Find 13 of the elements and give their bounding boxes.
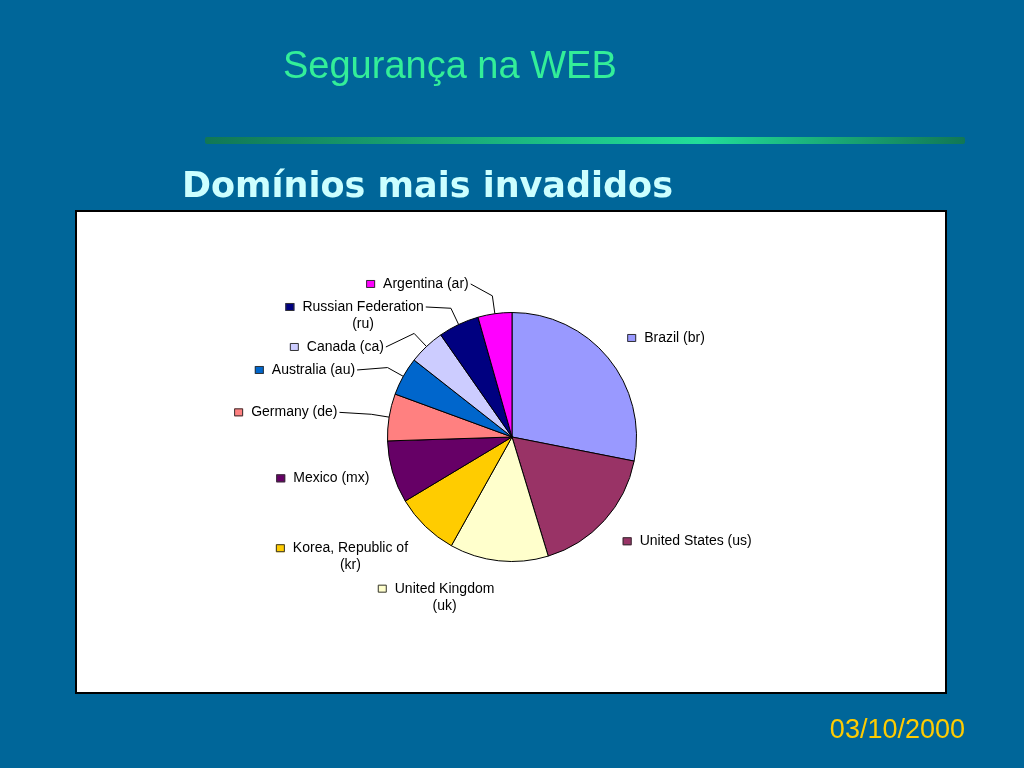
chart-subtitle: Domínios mais invadidos	[182, 165, 673, 205]
text: 03/10/2000	[829, 714, 965, 745]
legend-label: Canada (ca)	[306, 337, 384, 354]
legend-label: Brazil (br)	[644, 328, 705, 345]
chart-title: Segurança na WEB	[283, 44, 617, 87]
legend-label: Mexico (mx)	[293, 469, 370, 486]
legend-label: Germany (de)	[251, 403, 338, 420]
legend-label: Korea, Republic of (kr)	[292, 539, 409, 573]
legend-label: Russian Federation (ru)	[302, 297, 424, 331]
legend-label: United Kingdom (uk)	[394, 579, 495, 613]
legend-label: Australia (au)	[271, 360, 356, 377]
legend-label: Argentina (ar)	[383, 274, 469, 291]
legend-label: United States (us)	[639, 532, 752, 549]
